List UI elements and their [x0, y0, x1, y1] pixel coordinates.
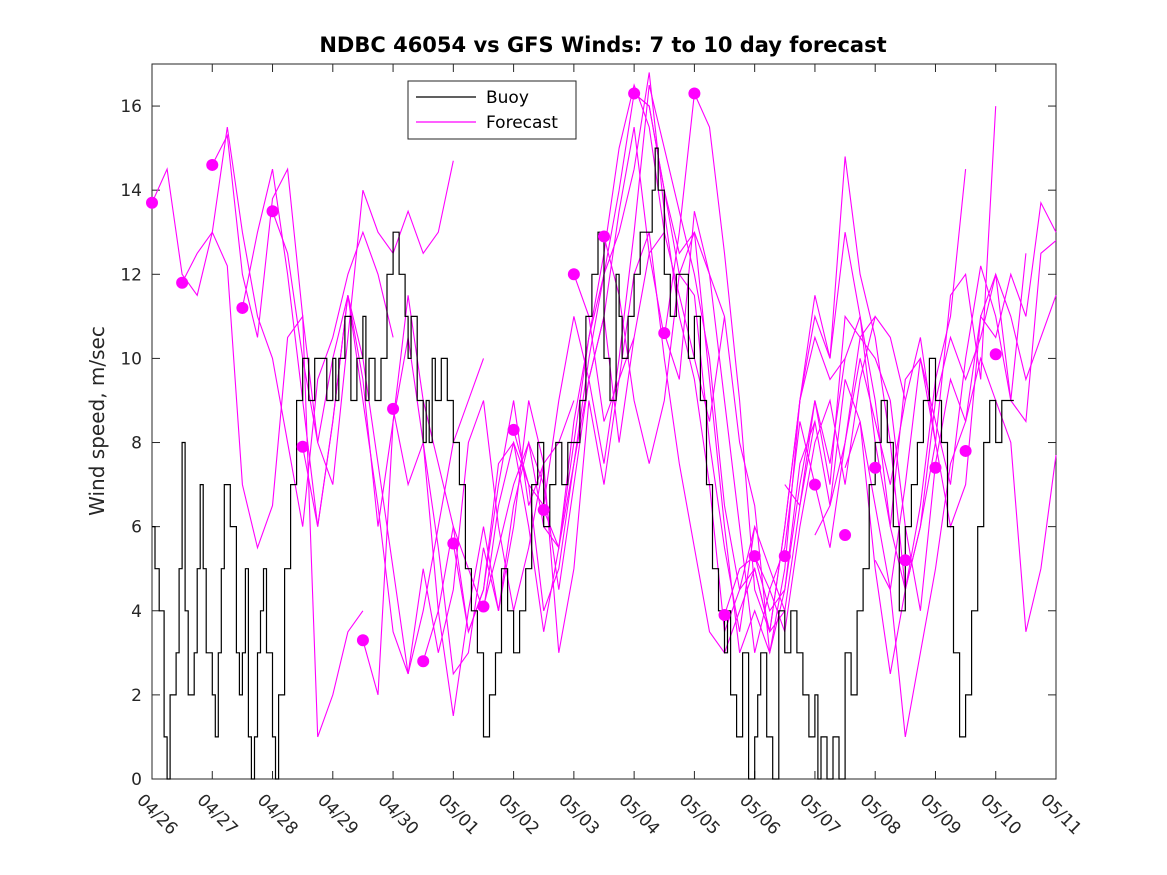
- y-tick-label: 6: [131, 518, 142, 538]
- forecast-marker: [808, 478, 821, 491]
- forecast-marker: [628, 87, 641, 100]
- forecast-marker: [537, 503, 550, 516]
- forecast-line: [211, 133, 454, 485]
- forecast-line: [723, 106, 997, 616]
- forecast-marker: [658, 327, 671, 340]
- forecast-line: [271, 211, 545, 632]
- forecast-line: [181, 127, 394, 527]
- forecast-marker: [718, 608, 731, 621]
- forecast-marker: [387, 402, 400, 415]
- forecast-marker: [567, 268, 580, 281]
- y-tick-label: 12: [120, 265, 142, 285]
- forecast-line: [844, 272, 1057, 674]
- forecast-marker: [417, 655, 430, 668]
- plot-frame: [151, 63, 1057, 780]
- forecast-line: [302, 295, 575, 675]
- forecast-line: [693, 93, 967, 632]
- forecast-marker: [146, 196, 158, 209]
- forecast-marker: [206, 158, 219, 171]
- buoy-line: [152, 147, 1014, 780]
- forecast-marker: [778, 550, 791, 563]
- y-tick-label: 2: [131, 686, 142, 706]
- forecast-marker: [959, 444, 972, 457]
- forecast-line: [874, 356, 1057, 737]
- legend-forecast-label: Forecast: [486, 113, 558, 133]
- y-tick-label: 14: [120, 181, 142, 201]
- y-axis-label: Wind speed, m/sec: [85, 326, 109, 516]
- forecast-marker: [236, 301, 249, 314]
- forecast-line: [482, 92, 756, 632]
- forecast-marker: [989, 348, 1002, 361]
- forecast-marker: [598, 230, 610, 243]
- forecast-marker: [929, 461, 942, 474]
- forecast-line: [814, 240, 1057, 590]
- forecast-marker: [899, 554, 912, 567]
- y-tick-label: 0: [131, 770, 142, 790]
- forecast-marker: [447, 537, 460, 550]
- forecast-marker: [477, 600, 490, 613]
- y-tick-label: 4: [131, 602, 142, 622]
- forecast-marker: [869, 461, 882, 474]
- forecast-marker: [296, 440, 309, 453]
- y-tick-label: 10: [120, 349, 142, 369]
- forecast-marker: [839, 529, 852, 542]
- legend-box: [407, 80, 577, 140]
- forecast-marker: [507, 423, 520, 436]
- legend-buoy-label: Buoy: [486, 88, 529, 108]
- forecast-marker: [176, 276, 189, 289]
- forecast-marker: [748, 550, 761, 563]
- forecast-marker: [356, 634, 369, 647]
- forecast-marker: [266, 205, 279, 218]
- y-tick-label: 8: [131, 434, 142, 454]
- y-tick-label: 16: [120, 97, 142, 117]
- forecast-marker: [688, 87, 701, 100]
- chart-title: NDBC 46054 vs GFS Winds: 7 to 10 day for…: [319, 33, 886, 57]
